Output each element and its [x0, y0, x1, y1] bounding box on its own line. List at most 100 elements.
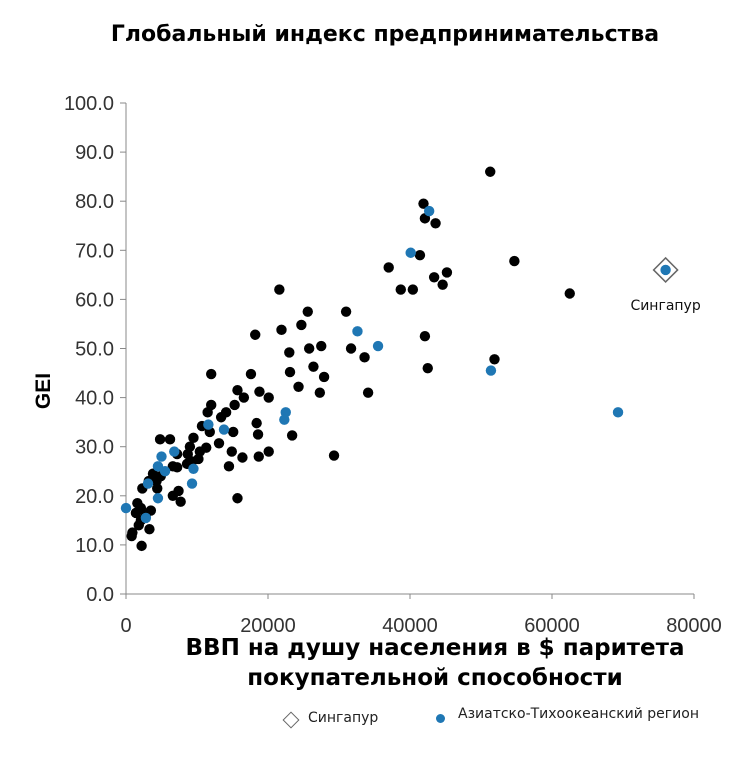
data-point [130, 507, 142, 519]
data-point [250, 329, 261, 340]
data-point-asia-pacific [279, 414, 290, 425]
y-tick-label: 40.0 [75, 388, 114, 410]
data-point [318, 371, 330, 383]
data-point [238, 392, 250, 403]
data-point [251, 417, 262, 429]
data-point [509, 255, 520, 267]
data-point [293, 381, 304, 392]
data-point [237, 452, 248, 463]
data-point [564, 288, 575, 299]
data-point-asia-pacific [188, 463, 199, 474]
data-point-asia-pacific [203, 419, 214, 430]
data-point [274, 284, 285, 295]
y-tick-label: 60.0 [75, 289, 114, 311]
data-point [316, 340, 327, 352]
data-point [252, 429, 264, 440]
data-point-asia-pacific [660, 264, 671, 276]
data-point [164, 434, 176, 445]
data-point [226, 446, 237, 457]
data-point [263, 446, 274, 457]
diamond-legend-icon [282, 711, 300, 729]
data-point-asia-pacific [352, 326, 363, 337]
data-point [284, 366, 296, 378]
data-point [154, 434, 166, 445]
data-point [276, 324, 287, 336]
data-point [126, 530, 137, 542]
data-point [167, 490, 179, 501]
data-point-asia-pacific [120, 502, 132, 514]
data-point [296, 319, 307, 331]
data-point [383, 262, 394, 273]
data-point [328, 450, 340, 461]
data-point [232, 493, 243, 504]
y-tick-label: 100.0 [64, 93, 114, 115]
data-point [188, 432, 199, 444]
data-point [441, 267, 453, 278]
data-point-asia-pacific [186, 478, 198, 489]
data-point [152, 483, 163, 494]
data-point [362, 387, 374, 398]
data-point [414, 250, 426, 261]
y-tick-label: 10.0 [75, 535, 114, 557]
x-tick-labels: 0 20000 40000 60000 80000 [120, 594, 722, 637]
data-point [286, 430, 298, 441]
data-point [437, 279, 448, 290]
data-point-asia-pacific [372, 340, 384, 352]
data-point [395, 284, 406, 295]
data-point [284, 347, 295, 358]
y-tick-label: 50.0 [75, 339, 114, 361]
data-point [263, 392, 274, 403]
data-point-asia-pacific [218, 424, 230, 435]
data-point-singapore-diamond [652, 256, 679, 284]
data-point [485, 166, 496, 177]
data-point [171, 462, 183, 473]
x-tick-label: 60000 [524, 615, 580, 637]
data-point [430, 218, 441, 229]
data-point [223, 461, 235, 472]
data-point-asia-pacific [156, 451, 167, 462]
data-point [303, 343, 315, 354]
data-point [228, 426, 239, 438]
data-point [407, 284, 419, 295]
data-point [340, 306, 352, 317]
y-tick-label: 0.0 [86, 584, 114, 606]
data-point [215, 412, 227, 423]
data-point-asia-pacific [169, 446, 180, 457]
data-point [428, 272, 440, 283]
data-point [489, 354, 500, 365]
legend-label-singapore: Сингапур [308, 710, 379, 726]
x-tick-label: 0 [120, 615, 131, 637]
data-point [422, 362, 433, 374]
data-point [254, 386, 265, 397]
data-point [232, 385, 243, 396]
y-axis-label: GEI [32, 373, 55, 409]
data-point [308, 361, 319, 372]
y-tick-label: 20.0 [75, 486, 114, 508]
x-axis-label: ВВП на душу населения в $ паритета покуп… [185, 635, 685, 691]
data-point [229, 399, 240, 411]
data-point [202, 407, 213, 418]
data-point-asia-pacific [405, 247, 416, 258]
data-point-asia-pacific [152, 493, 164, 504]
y-tick-labels: 0.0 10.0 20.0 30.0 40.0 50.0 60.0 70.0 80.0 90.0 1… [64, 93, 126, 606]
singapore-annotation: Сингапур [630, 298, 700, 314]
data-point-asia-pacific [485, 365, 497, 376]
data-point [345, 343, 357, 354]
legend: Сингапур Азиатско-Тихоокеанский регион [282, 703, 742, 753]
data-point [359, 352, 370, 363]
data-point [418, 198, 429, 209]
blue-dot-legend-icon [436, 714, 445, 723]
data-point [136, 540, 147, 552]
data-point [144, 523, 155, 535]
y-tick-label: 80.0 [75, 191, 114, 213]
chart-title: Глобальный индекс предпринимательства [110, 22, 660, 47]
x-tick-label: 80000 [666, 615, 722, 637]
data-point [314, 387, 326, 398]
data-point-asia-pacific [159, 466, 171, 477]
legend-label-asia-pacific: Азиатско-Тихоокеанский регион [458, 706, 699, 722]
data-point-asia-pacific [612, 407, 624, 418]
data-point [206, 368, 217, 380]
x-tick-label: 40000 [382, 615, 438, 637]
data-point [419, 331, 431, 342]
